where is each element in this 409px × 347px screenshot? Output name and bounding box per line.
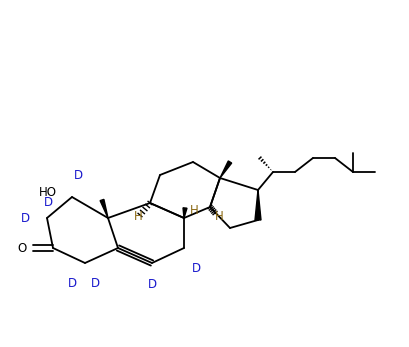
Text: D: D <box>21 212 30 225</box>
Text: D: D <box>147 278 156 291</box>
Text: D: D <box>90 277 99 290</box>
Text: D: D <box>67 277 76 290</box>
Polygon shape <box>100 200 108 218</box>
Polygon shape <box>220 161 231 178</box>
Polygon shape <box>254 190 261 220</box>
Text: H: H <box>134 210 143 222</box>
Text: O: O <box>18 242 27 254</box>
Text: D: D <box>191 262 201 275</box>
Text: D: D <box>44 195 53 209</box>
Polygon shape <box>182 208 187 218</box>
Text: HO: HO <box>39 186 57 198</box>
Text: H: H <box>189 203 198 217</box>
Text: D: D <box>74 169 83 182</box>
Text: H: H <box>214 210 223 222</box>
